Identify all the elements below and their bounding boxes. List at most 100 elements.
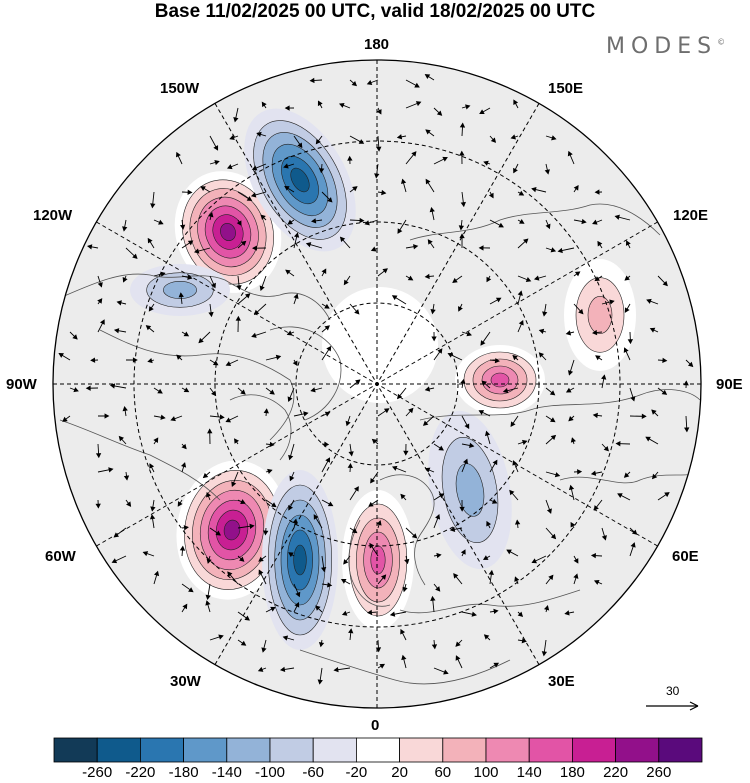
wind-arrow bbox=[565, 387, 575, 393]
wind-arrow bbox=[489, 135, 497, 143]
wind-arrow bbox=[321, 303, 330, 309]
wind-arrow bbox=[227, 571, 239, 585]
wind-arrow bbox=[285, 269, 295, 277]
wind-arrow bbox=[433, 514, 441, 529]
wind-arrow bbox=[433, 156, 448, 165]
wind-arrow bbox=[489, 662, 500, 669]
anomaly-centre-negative bbox=[428, 410, 512, 570]
label-lon-60e: 60E bbox=[672, 548, 699, 565]
wind-vectors bbox=[58, 74, 694, 685]
colorbar-swatch bbox=[139, 737, 184, 763]
copyright-mark: © bbox=[717, 37, 726, 47]
wind-arrow bbox=[181, 240, 194, 249]
wind-arrow bbox=[321, 191, 333, 203]
colorbar-swatch bbox=[312, 737, 357, 763]
wind-arrow bbox=[573, 555, 579, 564]
wind-arrow bbox=[461, 415, 470, 430]
wind-arrow bbox=[69, 331, 78, 340]
wind-arrow bbox=[340, 579, 351, 585]
wind-arrow bbox=[592, 219, 603, 225]
wind-arrow bbox=[461, 442, 475, 449]
colorbar-swatch bbox=[355, 737, 400, 763]
wind-arrow bbox=[545, 247, 557, 253]
wind-arrow bbox=[149, 463, 155, 473]
wind-arrow bbox=[455, 655, 463, 669]
wind-arrow bbox=[283, 163, 295, 169]
wind-arrow bbox=[343, 275, 351, 286]
wind-arrow bbox=[517, 319, 524, 333]
wind-arrow bbox=[321, 582, 333, 588]
wind-arrow bbox=[401, 178, 407, 193]
wind-arrow bbox=[347, 155, 353, 165]
wind-arrow bbox=[153, 414, 166, 420]
colorbar-swatch bbox=[96, 737, 141, 763]
wind-arrow bbox=[657, 387, 668, 395]
wind-arrow bbox=[377, 663, 386, 669]
wind-arrow bbox=[401, 654, 407, 669]
coastline-east-us bbox=[59, 419, 221, 501]
wind-arrow bbox=[433, 348, 443, 361]
wind-arrow bbox=[177, 499, 183, 507]
wind-arrow bbox=[347, 462, 353, 473]
wind-arrow bbox=[433, 667, 449, 675]
wind-arrow bbox=[310, 387, 323, 393]
anomaly-contour bbox=[293, 544, 307, 576]
wind-arrow bbox=[176, 354, 183, 361]
wind-arrow bbox=[348, 443, 354, 457]
anomaly-contour bbox=[163, 281, 197, 299]
wind-arrow bbox=[651, 471, 659, 480]
label-lon-150w: 150W bbox=[160, 80, 200, 97]
wind-arrow bbox=[97, 319, 105, 333]
wind-arrow bbox=[289, 471, 295, 482]
wind-arrow bbox=[288, 499, 295, 511]
label-lon-30e: 30E bbox=[548, 673, 575, 690]
wind-arrow bbox=[573, 303, 584, 315]
wind-arrow bbox=[458, 303, 463, 312]
wind-arrow bbox=[568, 415, 575, 422]
wind-arrow bbox=[321, 325, 330, 333]
wind-arrow bbox=[234, 438, 240, 445]
wind-arrow bbox=[233, 107, 239, 123]
wind-arrow bbox=[397, 219, 407, 234]
wind-arrow bbox=[486, 275, 492, 283]
label-lon-120w: 120W bbox=[33, 207, 73, 224]
wind-arrow bbox=[287, 387, 295, 402]
wind-arrow bbox=[366, 609, 379, 616]
wind-arrow bbox=[170, 415, 183, 422]
anomaly-centre-negative bbox=[262, 470, 338, 650]
wind-arrow bbox=[425, 129, 435, 137]
wind-arrow bbox=[486, 520, 492, 529]
wind-arrow bbox=[257, 666, 267, 672]
wind-arrow bbox=[205, 583, 211, 601]
wind-arrow bbox=[517, 238, 529, 249]
wind-arrow bbox=[489, 219, 504, 228]
wind-arrow bbox=[287, 219, 295, 225]
wind-arrow bbox=[614, 214, 631, 221]
anomaly-contour bbox=[223, 519, 241, 541]
wind-arrow bbox=[69, 387, 79, 393]
wind-arrow bbox=[509, 489, 519, 501]
anomaly-centre-positive bbox=[455, 345, 545, 415]
colorbar-swatch bbox=[399, 737, 444, 763]
wind-arrow bbox=[542, 303, 548, 317]
wind-arrow bbox=[317, 667, 323, 685]
logo-text: MODES bbox=[606, 34, 718, 59]
wind-arrow bbox=[318, 639, 325, 648]
wind-arrow bbox=[573, 573, 579, 585]
wind-arrow bbox=[293, 232, 300, 249]
wind-arrow bbox=[179, 219, 186, 230]
wind-arrow bbox=[430, 303, 436, 315]
wind-arrow bbox=[375, 639, 382, 653]
wind-arrow bbox=[479, 107, 491, 115]
wind-arrow bbox=[293, 583, 301, 598]
wind-arrow bbox=[397, 387, 407, 400]
wind-arrow bbox=[225, 415, 239, 423]
wind-arrow bbox=[181, 525, 189, 531]
wind-arrow bbox=[545, 219, 551, 230]
wind-arrow bbox=[111, 555, 127, 564]
wind-arrow bbox=[544, 605, 550, 613]
anomaly-contour bbox=[220, 222, 236, 242]
wind-arrow bbox=[284, 185, 295, 193]
wind-arrow bbox=[489, 498, 498, 504]
wind-arrow bbox=[570, 437, 576, 445]
